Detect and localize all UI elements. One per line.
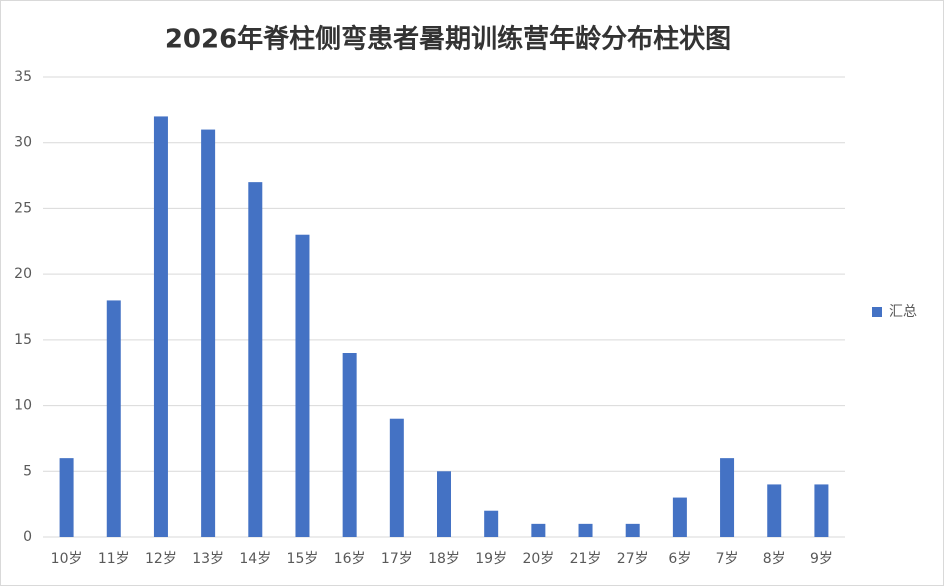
- x-tick-label: 27岁: [617, 551, 649, 567]
- bar: [531, 523, 546, 537]
- y-tick-label: 35: [14, 69, 32, 85]
- x-tick-label: 19岁: [475, 551, 507, 567]
- x-tick-label: 16岁: [334, 551, 366, 567]
- bar: [389, 418, 404, 537]
- y-tick-label: 20: [14, 266, 32, 282]
- bar: [814, 484, 829, 537]
- bar: [578, 523, 593, 537]
- x-tick-label: 6岁: [668, 551, 691, 567]
- bar: [153, 116, 168, 537]
- x-tick-label: 7岁: [716, 551, 739, 567]
- bar: [720, 458, 735, 537]
- legend-label: 汇总: [889, 304, 917, 320]
- bar: [342, 353, 357, 537]
- bar: [767, 484, 782, 537]
- x-tick-label: 14岁: [239, 551, 271, 567]
- x-tick-label: 17岁: [381, 551, 413, 567]
- legend-swatch: [872, 307, 882, 317]
- bar: [484, 510, 499, 537]
- bar: [201, 129, 216, 538]
- bar: [437, 471, 451, 537]
- bar: [672, 497, 687, 537]
- y-tick-label: 5: [23, 463, 32, 479]
- bar: [295, 234, 310, 537]
- bar: [625, 523, 640, 537]
- bar: [106, 300, 121, 537]
- x-tick-label: 11岁: [98, 551, 130, 567]
- x-tick-label: 21岁: [570, 551, 602, 567]
- x-tick-label: 15岁: [287, 551, 319, 567]
- x-tick-label: 9岁: [810, 551, 833, 567]
- y-tick-label: 25: [14, 200, 32, 216]
- x-tick-label: 18岁: [428, 551, 460, 567]
- bar: [248, 182, 263, 537]
- x-tick-label: 20岁: [522, 551, 554, 567]
- y-tick-label: 0: [23, 529, 32, 545]
- y-tick-label: 10: [14, 398, 32, 414]
- bar: [59, 458, 74, 537]
- chart-title: 2026年脊柱侧弯患者暑期训练营年龄分布柱状图: [165, 24, 731, 55]
- x-tick-label: 8岁: [763, 551, 786, 567]
- x-tick-label: 13岁: [192, 551, 224, 567]
- y-tick-label: 30: [14, 135, 32, 151]
- y-tick-label: 15: [14, 332, 32, 348]
- x-tick-label: 12岁: [145, 551, 177, 567]
- x-tick-label: 10岁: [51, 551, 83, 567]
